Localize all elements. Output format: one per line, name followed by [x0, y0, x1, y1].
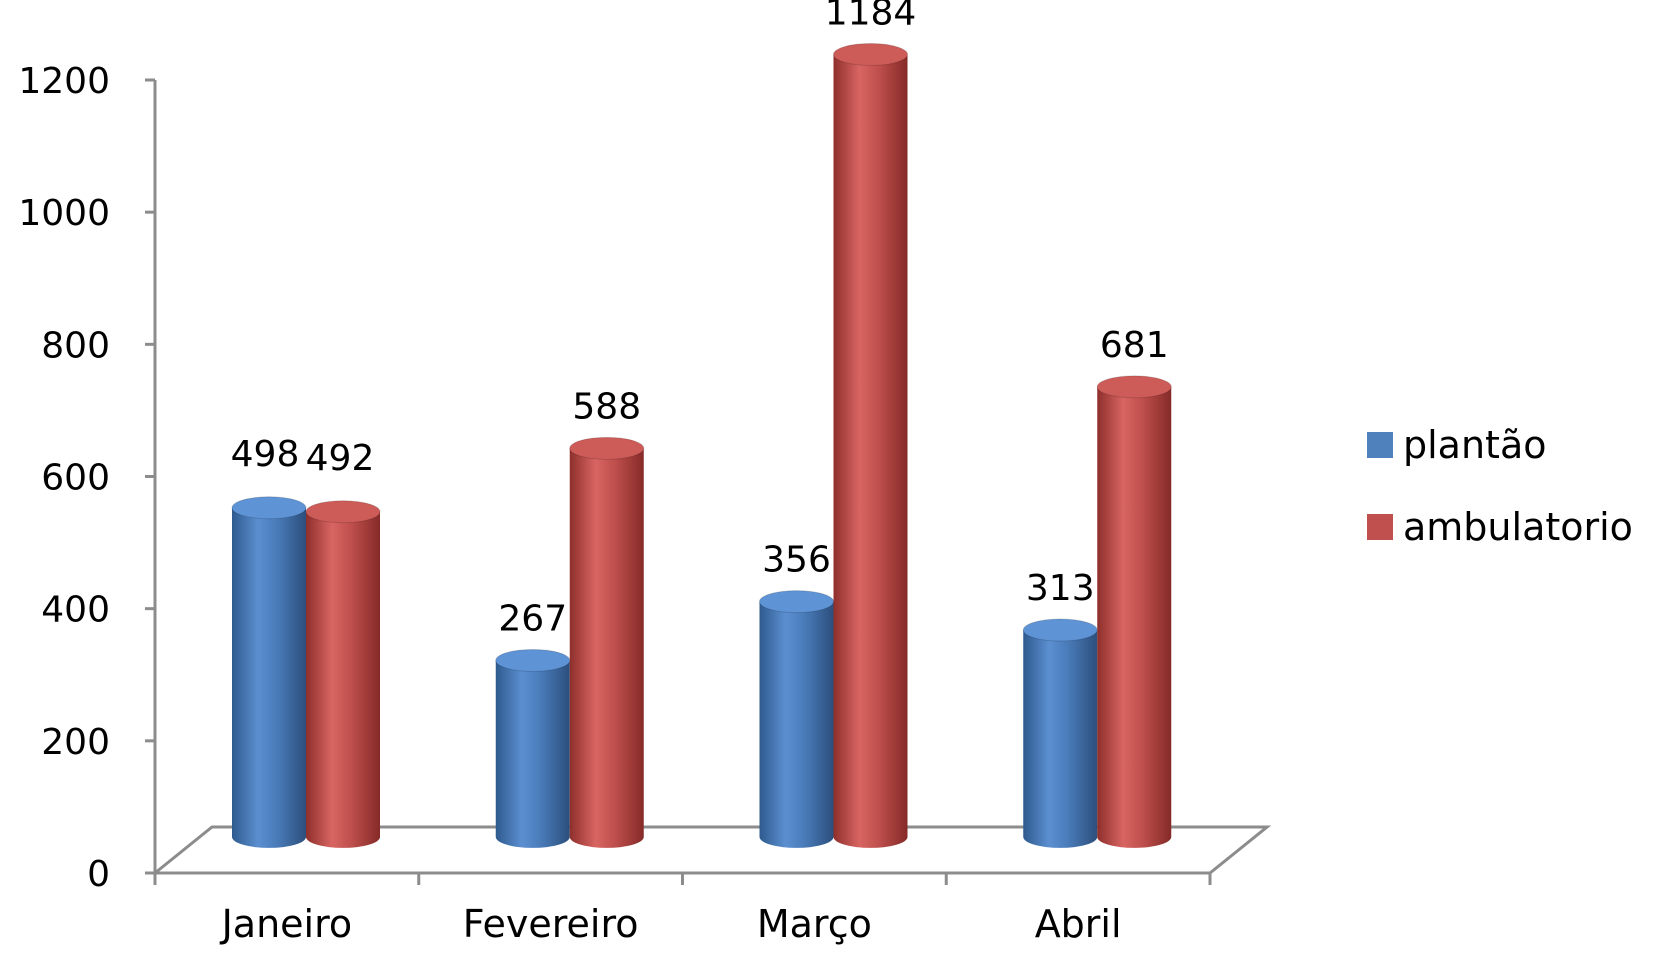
bar-body — [569, 448, 644, 848]
data-label: 267 — [498, 598, 567, 639]
bar-top — [305, 500, 381, 524]
data-label: 498 — [231, 434, 300, 475]
y-tick-label: 800 — [41, 325, 110, 366]
bar-top — [495, 648, 571, 672]
bar-top — [759, 590, 834, 614]
x-tick-label: Abril — [1035, 902, 1122, 946]
y-tick-label: 1000 — [18, 193, 110, 234]
bar-body — [232, 507, 306, 848]
y-tick-label: 1200 — [18, 61, 110, 102]
legend-swatch-plantao — [1367, 432, 1393, 458]
legend-item-ambulatorio: ambulatorio — [1367, 505, 1633, 549]
x-tick-label: Janeiro — [220, 902, 353, 946]
bar-planto-3 — [1022, 618, 1098, 848]
bar-top — [569, 436, 645, 460]
bar-body — [1097, 386, 1172, 848]
legend-label-ambulatorio: ambulatorio — [1403, 505, 1633, 549]
y-tick-label: 600 — [41, 458, 110, 499]
bar-top — [1022, 618, 1098, 642]
bar-ambulatorio-1 — [569, 436, 645, 848]
bar-body — [833, 54, 908, 848]
legend-swatch-ambulatorio — [1367, 514, 1393, 540]
bar-ambulatorio-3 — [1096, 375, 1172, 848]
data-label: 492 — [306, 438, 375, 479]
y-tick-label: 0 — [87, 854, 110, 895]
floor-outline — [150, 825, 1272, 875]
bar-body — [306, 511, 380, 848]
data-label: 1184 — [825, 0, 917, 33]
bar-ambulatorio-0 — [305, 500, 381, 848]
legend-label-plantao: plantão — [1403, 423, 1547, 467]
data-label: 313 — [1026, 568, 1095, 609]
bar-planto-1 — [495, 648, 571, 848]
bar-body — [759, 601, 834, 848]
bar-body — [495, 660, 570, 848]
bar-top — [231, 496, 307, 520]
data-label: 681 — [1100, 325, 1169, 366]
bar-top — [1096, 375, 1172, 399]
y-tick-label: 400 — [41, 590, 110, 631]
y-tick-label: 200 — [41, 722, 110, 763]
data-label: 356 — [762, 540, 831, 581]
x-tick-label: Fevereiro — [463, 902, 639, 946]
bar-body — [1023, 630, 1098, 848]
x-tick-label: Março — [757, 902, 872, 946]
bar-ambulatorio-2 — [833, 42, 908, 848]
data-label: 588 — [572, 386, 641, 427]
bar-top — [833, 42, 908, 66]
bar-planto-0 — [231, 496, 307, 848]
legend-item-plantao: plantão — [1367, 423, 1546, 467]
bar-planto-2 — [759, 590, 834, 848]
